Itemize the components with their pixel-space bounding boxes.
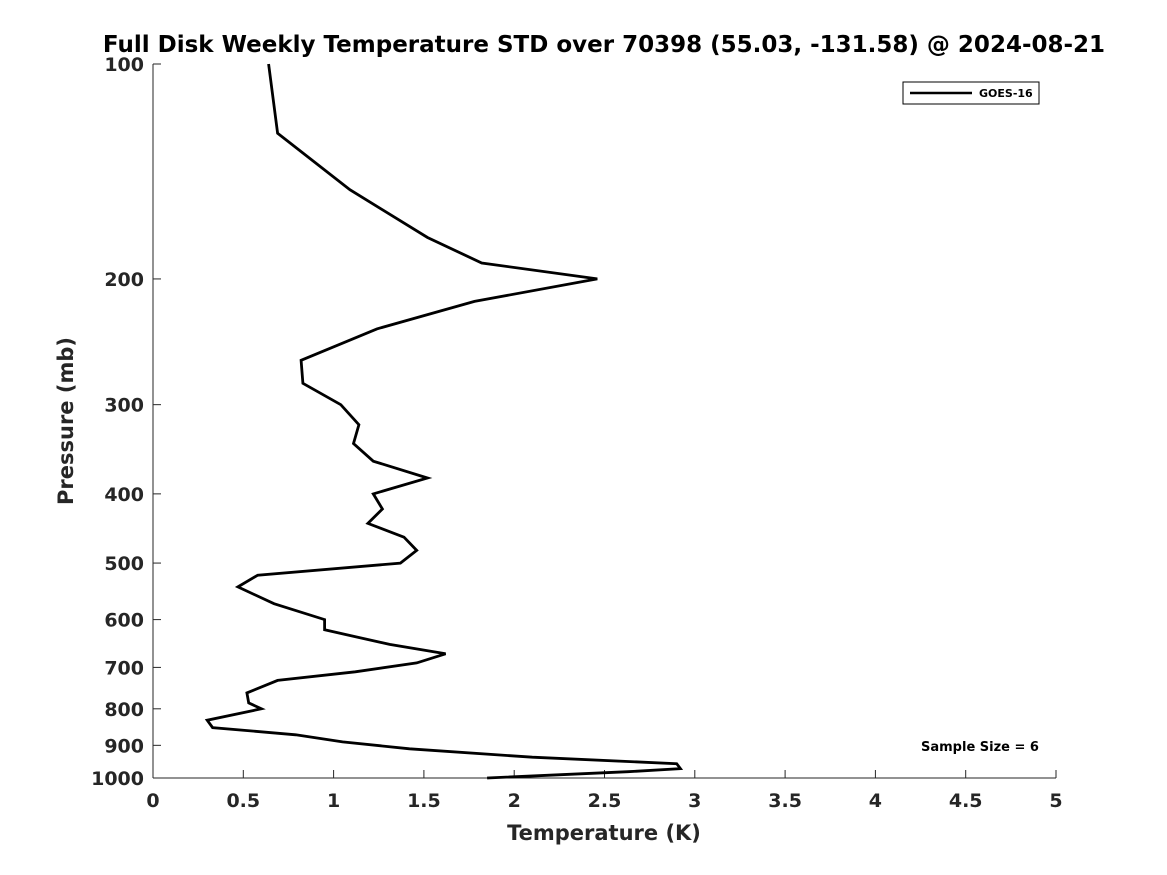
- y-tick-label: 200: [104, 269, 144, 291]
- x-ticks: 0 0.5 1 1.5 2 2.5 3 3.5 4 4.5 5: [146, 770, 1063, 812]
- x-tick-label: 4.5: [949, 790, 983, 812]
- sample-size-annotation: Sample Size = 6: [921, 740, 1039, 755]
- x-tick-label: 5: [1049, 790, 1062, 812]
- y-tick-label: 300: [104, 395, 144, 417]
- y-tick-label: 600: [104, 610, 144, 632]
- axes: [152, 64, 1056, 779]
- y-tick-label: 400: [104, 484, 144, 506]
- series-line-goes-16: [204, 63, 684, 780]
- x-tick-label: 1.5: [407, 790, 441, 812]
- x-tick-label: 2: [508, 790, 521, 812]
- x-tick-label: 4: [869, 790, 882, 812]
- x-tick-label: 0: [146, 790, 159, 812]
- x-tick-label: 2.5: [588, 790, 622, 812]
- y-tick-label: 1000: [91, 768, 144, 790]
- legend-label-goes-16: GOES-16: [979, 87, 1033, 100]
- chart-title: Full Disk Weekly Temperature STD over 70…: [103, 32, 1105, 58]
- x-tick-label: 3: [688, 790, 701, 812]
- y-tick-label: 700: [104, 657, 144, 679]
- x-tick-label: 0.5: [226, 790, 260, 812]
- x-tick-label: 3.5: [768, 790, 802, 812]
- y-tick-label: 900: [104, 735, 144, 757]
- y-tick-label: 100: [104, 54, 144, 76]
- legend: GOES-16: [902, 81, 1040, 105]
- y-axis-label: Pressure (mb): [54, 337, 78, 505]
- x-axis-label: Temperature (K): [507, 821, 701, 845]
- plot-area: [204, 63, 684, 780]
- y-tick-label: 800: [104, 699, 144, 721]
- y-ticks: 100 200 300 400 500 600 700 800 900 1000: [91, 54, 161, 790]
- x-tick-label: 1: [327, 790, 340, 812]
- y-tick-label: 500: [104, 553, 144, 575]
